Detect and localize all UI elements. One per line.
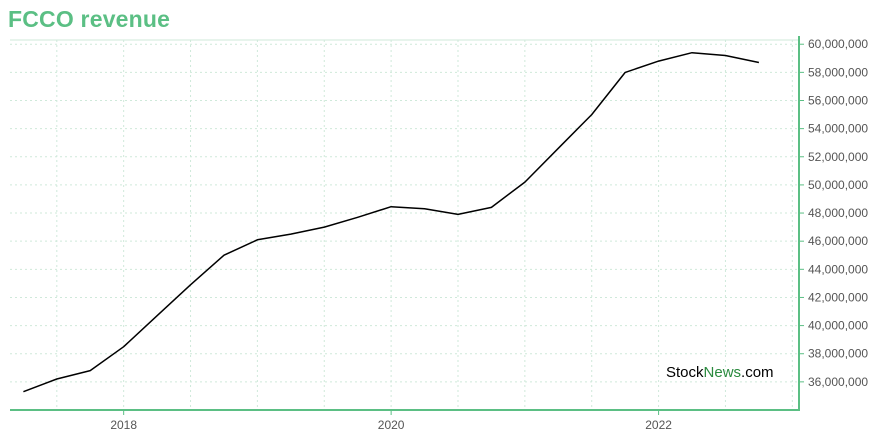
y-tick-label: 56,000,000 <box>808 93 868 107</box>
watermark-dotcom: .com <box>741 364 774 381</box>
watermark-news: News <box>703 364 742 381</box>
series-layer <box>23 51 760 393</box>
x-tick-label: 2020 <box>378 418 405 432</box>
y-tick-label: 44,000,000 <box>808 262 868 276</box>
y-tick-label: 38,000,000 <box>808 347 868 361</box>
y-tick-label: 60,000,000 <box>808 37 868 51</box>
stocknews-watermark: StockNews.com <box>666 364 774 381</box>
y-tick-label: 46,000,000 <box>808 234 868 248</box>
y-tick-label: 52,000,000 <box>808 150 868 164</box>
y-tick-label: 48,000,000 <box>808 206 868 220</box>
y-tick-label: 40,000,000 <box>808 319 868 333</box>
y-tick-label: 50,000,000 <box>808 178 868 192</box>
y-tick-label: 42,000,000 <box>808 290 868 304</box>
label-layer: 36,000,000 38,000,000 40,000,000 42,000,000… <box>110 37 868 432</box>
axis-layer <box>10 36 804 415</box>
watermark-stock: Stock <box>666 364 704 381</box>
y-tick-label: 58,000,000 <box>808 65 868 79</box>
chart-title: FCCO revenue <box>8 6 171 32</box>
grid-layer <box>10 39 799 410</box>
revenue-series-line <box>23 51 760 393</box>
y-tick-label: 54,000,000 <box>808 122 868 136</box>
x-tick-label: 2022 <box>645 418 672 432</box>
y-tick-label: 36,000,000 <box>808 375 868 389</box>
x-tick-label: 2018 <box>110 418 137 432</box>
